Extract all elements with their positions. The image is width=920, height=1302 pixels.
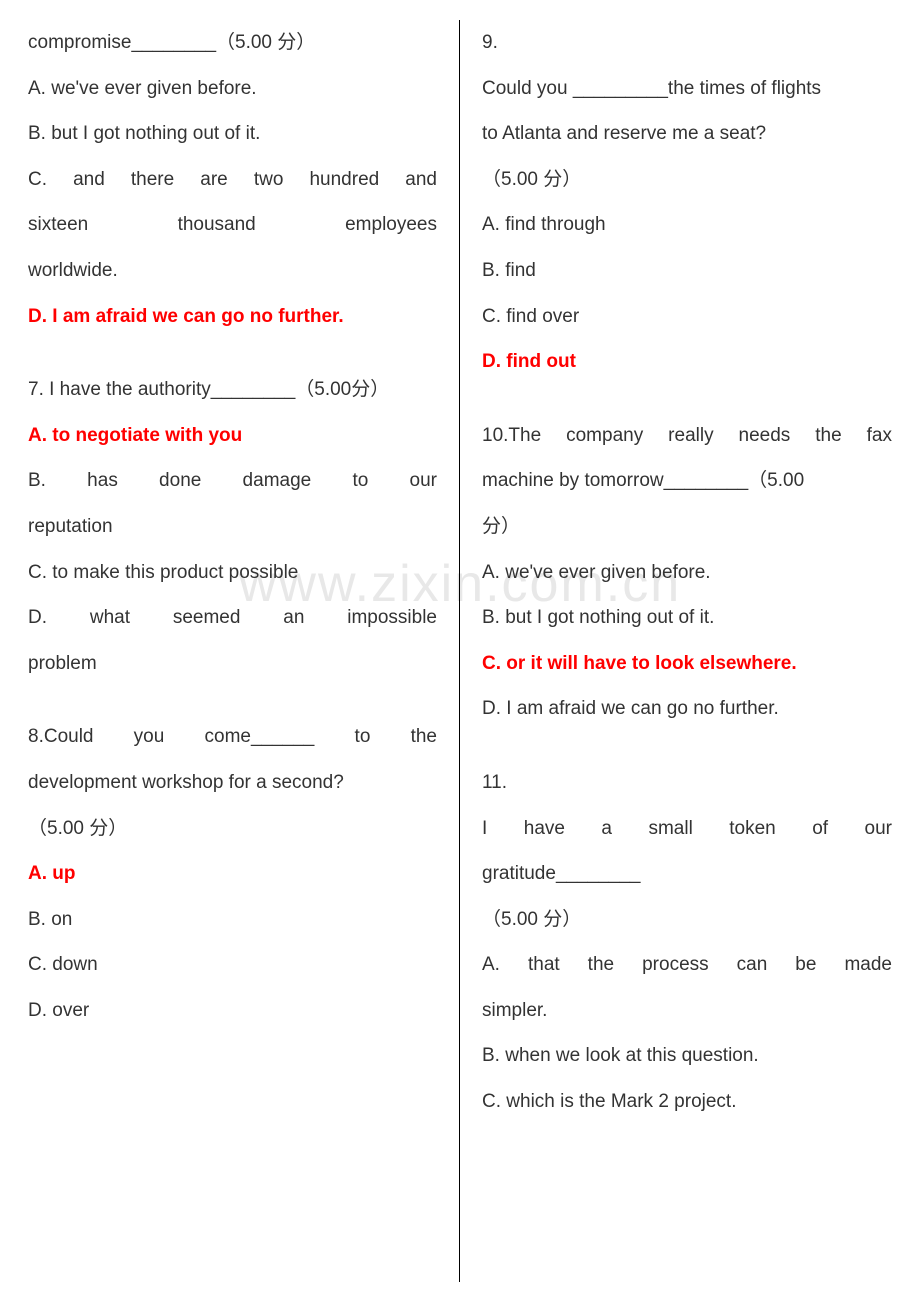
q8-stem-line2: development workshop for a second?: [28, 760, 437, 806]
two-column-layout: compromise________（5.00 分） A. we've ever…: [28, 20, 892, 1282]
question-8: 8.Could you come______ to the developmen…: [28, 714, 437, 1033]
q9-option-c: C. find over: [482, 294, 892, 340]
q11-stem-line2: gratitude________: [482, 851, 892, 897]
q8-stem-line3: （5.00 分）: [28, 806, 437, 852]
q6-stem: compromise________（5.00 分）: [28, 20, 437, 66]
q8-stem-line1: 8.Could you come______ to the: [28, 714, 437, 760]
q7-option-c: C. to make this product possible: [28, 550, 437, 596]
q6-option-a: A. we've ever given before.: [28, 66, 437, 112]
q6-option-c-line1: C. and there are two hundred and: [28, 157, 437, 203]
q7-option-b-line1: B. has done damage to our: [28, 458, 437, 504]
q10-stem-line2: machine by tomorrow________（5.00: [482, 458, 892, 504]
q7-stem: 7. I have the authority________（5.00分）: [28, 367, 437, 413]
q9-option-b: B. find: [482, 248, 892, 294]
q8-option-a: A. up: [28, 851, 437, 897]
q10-stem-line3: 分）: [482, 504, 892, 550]
question-9: 9. Could you _________the times of fligh…: [482, 20, 892, 385]
q7-option-a: A. to negotiate with you: [28, 413, 437, 459]
question-11: 11. I have a small token of our gratitud…: [482, 760, 892, 1125]
q8-option-b: B. on: [28, 897, 437, 943]
q6-option-d: D. I am afraid we can go no further.: [28, 294, 437, 340]
q10-option-b: B. but I got nothing out of it.: [482, 595, 892, 641]
q9-stem-line3: （5.00 分）: [482, 157, 892, 203]
q10-option-c: C. or it will have to look elsewhere.: [482, 641, 892, 687]
q11-stem-line3: （5.00 分）: [482, 897, 892, 943]
q7-option-d-line1: D. what seemed an impossible: [28, 595, 437, 641]
q6-option-c-line2: sixteen thousand employees: [28, 202, 437, 248]
q11-stem-line1: I have a small token of our: [482, 806, 892, 852]
q10-stem-line1: 10.The company really needs the fax: [482, 413, 892, 459]
q11-option-a-line2: simpler.: [482, 988, 892, 1034]
q9-number: 9.: [482, 20, 892, 66]
left-column: compromise________（5.00 分） A. we've ever…: [28, 20, 460, 1282]
q11-option-a-line1: A. that the process can be made: [482, 942, 892, 988]
right-column: 9. Could you _________the times of fligh…: [460, 20, 892, 1282]
q6-option-c-line3: worldwide.: [28, 248, 437, 294]
q9-option-d: D. find out: [482, 339, 892, 385]
q11-number: 11.: [482, 760, 892, 806]
q7-option-d-line2: problem: [28, 641, 437, 687]
q11-option-c: C. which is the Mark 2 project.: [482, 1079, 892, 1125]
q7-option-b-line2: reputation: [28, 504, 437, 550]
q10-option-d: D. I am afraid we can go no further.: [482, 686, 892, 732]
q8-option-d: D. over: [28, 988, 437, 1034]
q9-stem-line2: to Atlanta and reserve me a seat?: [482, 111, 892, 157]
question-6: compromise________（5.00 分） A. we've ever…: [28, 20, 437, 339]
question-7: 7. I have the authority________（5.00分） A…: [28, 367, 437, 686]
q6-option-b: B. but I got nothing out of it.: [28, 111, 437, 157]
question-10: 10.The company really needs the fax mach…: [482, 413, 892, 732]
q9-stem-line1: Could you _________the times of flights: [482, 66, 892, 112]
q10-option-a: A. we've ever given before.: [482, 550, 892, 596]
q11-option-b: B. when we look at this question.: [482, 1033, 892, 1079]
q9-option-a: A. find through: [482, 202, 892, 248]
q8-option-c: C. down: [28, 942, 437, 988]
